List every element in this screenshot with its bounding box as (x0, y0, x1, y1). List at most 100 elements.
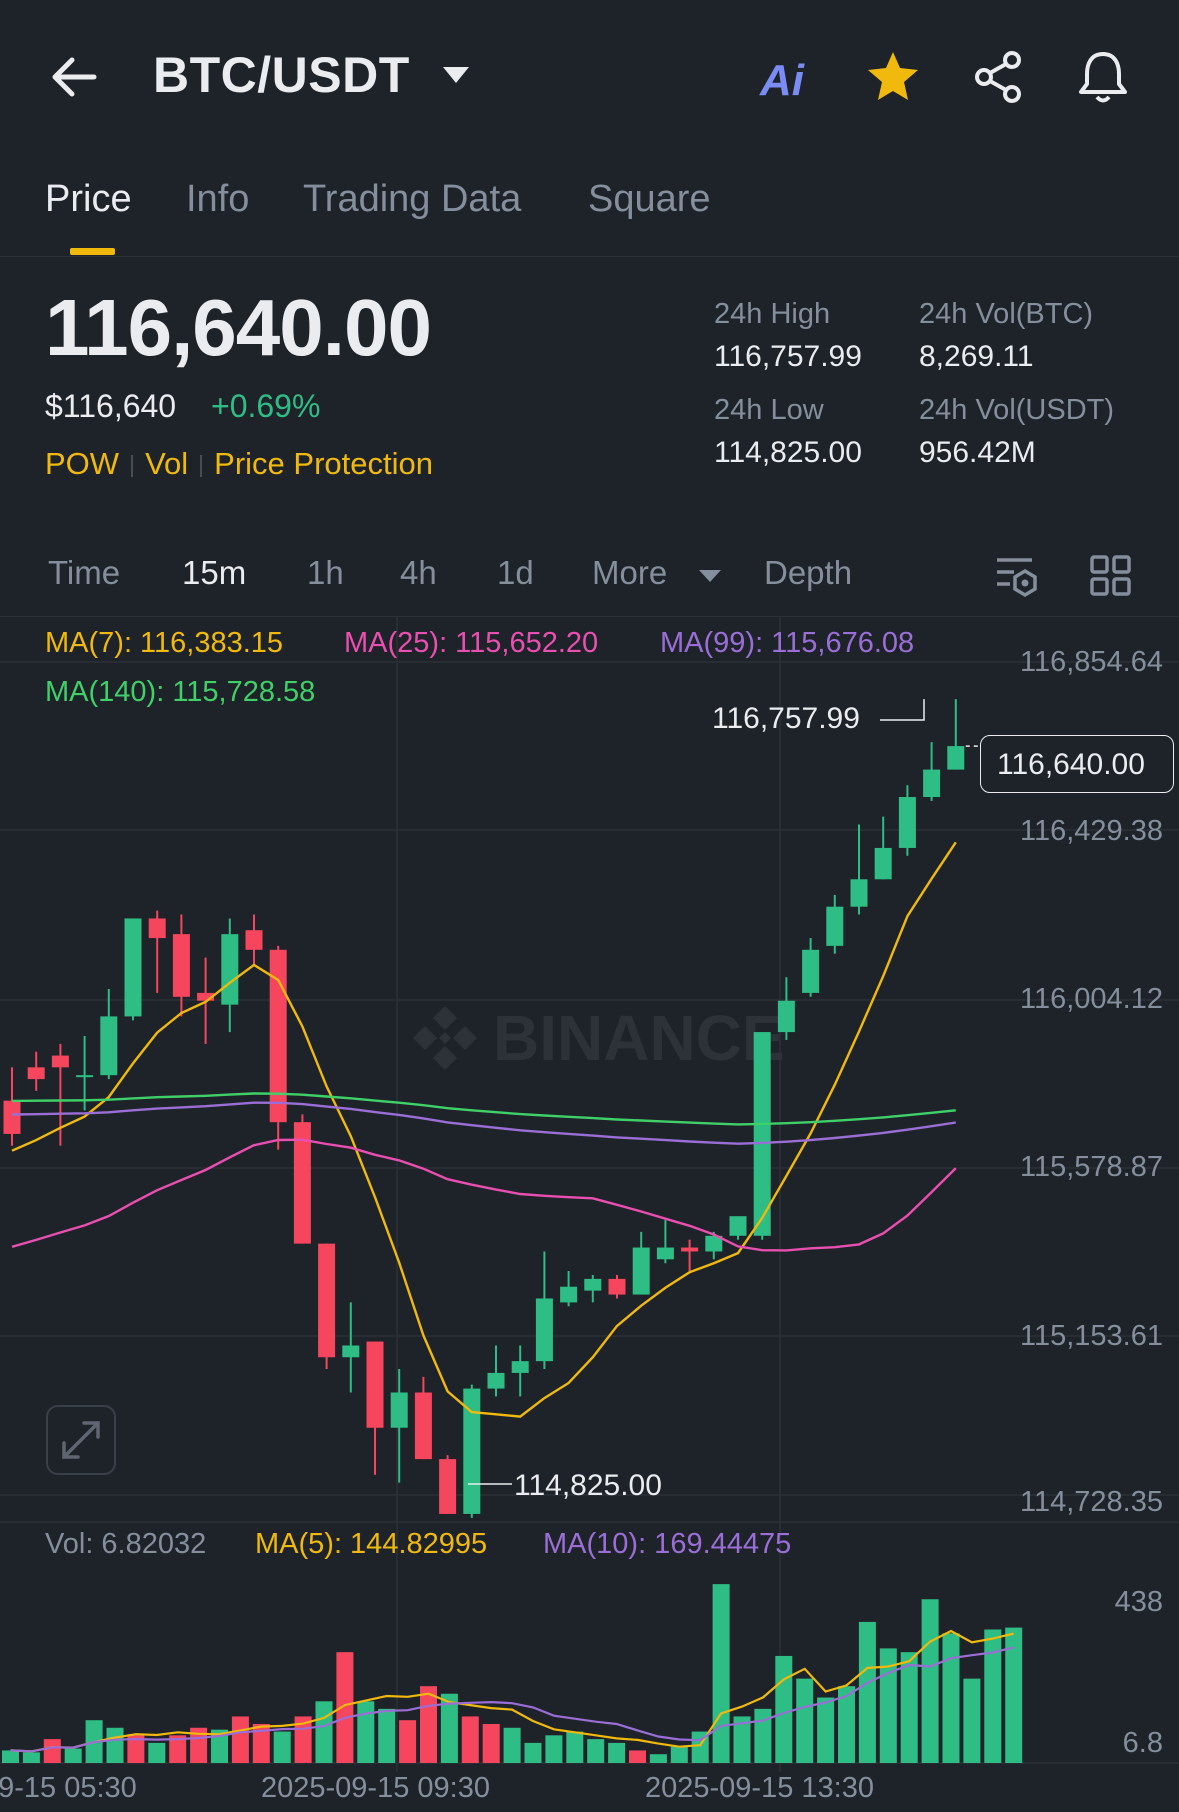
volume-bar (273, 1731, 291, 1763)
price-axis-label: 114,728.35 (1020, 1486, 1163, 1518)
volume-axis-label: 438 (1114, 1586, 1163, 1618)
ma99-label: MA(99): 115,676.08 (660, 627, 915, 659)
volume-bar (482, 1723, 500, 1763)
candle-body (366, 1341, 384, 1428)
candle-body (463, 1388, 481, 1514)
time-axis-label: 2025-09-15 09:30 (261, 1772, 490, 1804)
interval-4h[interactable]: 4h (400, 554, 437, 591)
interval-1h[interactable]: 1h (307, 554, 344, 591)
vol-btc-value: 8,269.11 (919, 340, 1034, 373)
volume-bar (796, 1678, 814, 1763)
current-price-tag[interactable]: 116,640.00 (980, 735, 1174, 793)
last-price: 116,640.00 (45, 283, 432, 372)
interval-depth[interactable]: Depth (764, 554, 853, 591)
volume-bar (357, 1701, 375, 1763)
ai-icon[interactable]: Ai (760, 56, 820, 106)
tag-price-protection[interactable]: Price Protection (214, 446, 433, 481)
bell-icon[interactable] (1076, 48, 1130, 104)
candle-body (390, 1392, 408, 1428)
back-arrow-icon[interactable] (48, 52, 100, 102)
tag-vol[interactable]: Vol (145, 446, 189, 481)
volume-bar (942, 1633, 960, 1763)
candle-body (318, 1243, 336, 1358)
volume-bars (2, 1584, 1023, 1763)
ma-lines (11, 841, 957, 1418)
tab-trading-data[interactable]: Trading Data (303, 178, 522, 220)
interval-time[interactable]: Time (48, 554, 121, 591)
tags-row: POW Vol Price Protection (45, 446, 433, 482)
volume-bar (148, 1742, 166, 1763)
volume-bar (399, 1720, 417, 1763)
volume-bar (629, 1750, 646, 1763)
candle-body (414, 1392, 432, 1460)
candle-body (560, 1286, 578, 1303)
candle-body (850, 879, 868, 907)
volume-bar (440, 1693, 458, 1763)
volume-bar (1005, 1627, 1023, 1763)
volume-bar (984, 1629, 1002, 1763)
ai-label: Ai (760, 56, 804, 105)
share-icon[interactable] (972, 50, 1026, 104)
volume-bar (378, 1708, 396, 1763)
time-axis-label: 09-15 05:30 (0, 1772, 137, 1804)
volume-bar (545, 1735, 563, 1763)
candle-body (51, 1055, 69, 1068)
high-marker-line (880, 699, 925, 721)
tab-price[interactable]: Price (45, 178, 132, 220)
candles (3, 699, 980, 1518)
candle-body (148, 918, 166, 939)
volume-label: Vol: 6.82032 (45, 1528, 207, 1560)
ma140-label: MA(140): 115,728.58 (45, 676, 316, 708)
price-usd: $116,640 (45, 388, 177, 424)
star-icon[interactable] (866, 50, 920, 102)
grid-layout-icon[interactable] (1089, 554, 1133, 598)
interval-more[interactable]: More (592, 554, 668, 591)
candle-body (245, 930, 263, 950)
chart-grid (0, 617, 1179, 1772)
volume-ma10-label: MA(10): 169.44475 (543, 1528, 792, 1560)
volume-bar (838, 1686, 855, 1763)
volume-bar (587, 1739, 605, 1763)
more-dropdown-icon[interactable] (698, 568, 722, 584)
candle-body (777, 1000, 795, 1033)
candle-body (269, 949, 287, 1123)
fullscreen-button[interactable] (46, 1405, 116, 1475)
pair-title[interactable]: BTC/USDT (153, 47, 410, 103)
expand-icon (62, 1421, 100, 1459)
volume-bar (608, 1742, 626, 1763)
volume-bar (211, 1729, 228, 1763)
tab-info[interactable]: Info (186, 178, 250, 220)
candle-body (124, 918, 142, 1017)
price-axis-label: 115,578.87 (1020, 1151, 1163, 1183)
volume-bar (754, 1708, 772, 1763)
time-axis-label: 2025-09-15 13:30 (645, 1772, 874, 1804)
price-axis-label: 116,004.12 (1020, 983, 1163, 1015)
volume-bar (566, 1731, 584, 1763)
volume-bar (775, 1655, 793, 1763)
volume-bar (963, 1678, 981, 1763)
volume-bar (649, 1754, 667, 1763)
low-value: 114,825.00 (714, 436, 862, 469)
tag-pow[interactable]: POW (45, 446, 120, 481)
candle-body (342, 1345, 360, 1358)
tag-divider (200, 454, 203, 477)
volume-bar (921, 1599, 939, 1763)
interval-1d[interactable]: 1d (497, 554, 534, 591)
candlestick-chart[interactable]: BINANCE (0, 617, 1179, 1812)
candle-body (923, 769, 941, 798)
candle-body (802, 949, 820, 993)
tab-square[interactable]: Square (588, 178, 711, 220)
low-label: 24h Low (714, 394, 824, 426)
volume-bar (858, 1621, 876, 1763)
indicator-settings-icon[interactable] (994, 554, 1040, 598)
candle-body (632, 1247, 650, 1295)
interval-15m[interactable]: 15m (182, 554, 247, 591)
chevron-down-icon[interactable] (441, 64, 471, 86)
volume-bar (43, 1739, 61, 1763)
active-tab-indicator (70, 248, 115, 255)
candle-body (511, 1361, 529, 1373)
candle-body (584, 1278, 602, 1291)
candle-body (656, 1247, 674, 1260)
high-marker-label: 116,757.99 (712, 702, 860, 735)
candle-body (753, 1032, 771, 1236)
